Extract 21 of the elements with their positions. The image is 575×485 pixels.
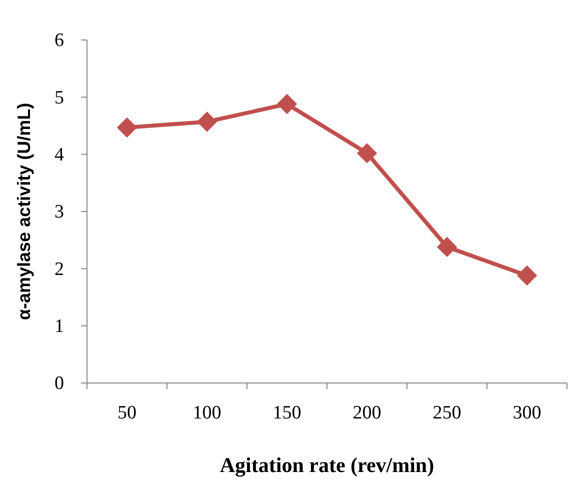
x-tick-label: 100 [192,402,222,424]
point [356,143,378,164]
point [196,112,218,132]
point [436,236,458,258]
x-tick-label: 200 [352,402,382,424]
y-axis-title: α-amylase activity (U/mL) [14,102,34,320]
y-tick-label: 0 [54,373,64,394]
point [276,94,298,114]
point [516,265,538,286]
y-tick-label: 6 [54,30,64,52]
x-tick-label: 300 [512,402,542,424]
point [116,117,138,138]
x-tick-label: 50 [118,402,136,424]
y-tick-label: 1 [54,316,64,337]
y-tick-label: 4 [54,144,64,166]
y-tick-label: 3 [54,202,64,223]
x-tick-label: 150 [272,402,302,424]
x-axis-title: Agitation rate (rev/min) [220,453,434,477]
y-tick-label: 5 [54,87,64,108]
y-tick-label: 2 [54,258,64,280]
x-tick-label: 250 [432,402,462,424]
